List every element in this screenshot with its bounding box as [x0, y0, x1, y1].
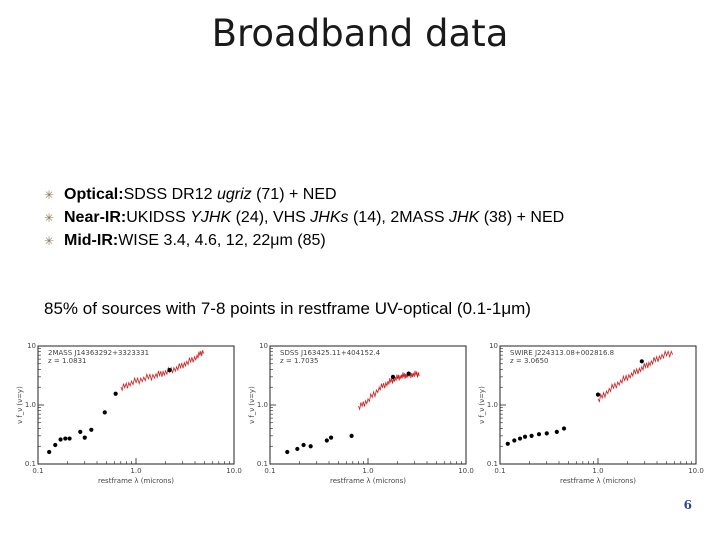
photometry-point	[63, 436, 68, 441]
photometry-point	[67, 436, 72, 441]
photometry-point	[308, 444, 313, 449]
x-tick-label: 10.0	[458, 467, 474, 475]
sed-chart: 0.1 1.0 1.0 10.0 0.1 10 restframe λ (microns) ν…	[248, 342, 474, 485]
y-tick-label: 0.1	[257, 460, 268, 468]
photometry-point	[78, 429, 83, 434]
x-axis-label: restframe λ (microns)	[330, 477, 406, 485]
redshift-label: z = 3.0650	[510, 357, 548, 365]
x-tick-label: 0.1	[32, 467, 43, 475]
redshift-label: z = 1.7035	[280, 357, 318, 365]
photometry-point	[522, 434, 528, 439]
bullet-text: SDSS DR12 ugriz (71) + NED	[124, 186, 337, 204]
photometry-point	[529, 433, 534, 438]
sed-panel-1: 0.1 1.0 1.0 10.0 0.1 10 restframe λ (microns) ν…	[16, 340, 242, 492]
bullet-list: ✳ Optical: SDSS DR12 ugriz (71) + NED ✳ …	[44, 183, 684, 252]
y-tick-label: 10	[27, 342, 36, 350]
photometry-point	[89, 427, 94, 432]
photometry-point	[517, 436, 523, 441]
y-axis-label: ν f_ν (ν=y)	[16, 386, 24, 424]
photometry-point	[53, 442, 58, 448]
slide-title: Broadband data	[211, 12, 509, 55]
bullet-text-part: SDSS DR12	[123, 185, 217, 203]
y-tick-label: 0.1	[487, 460, 498, 468]
bullet-text-part: (14), 2MASS	[348, 208, 450, 226]
source-name-label: 2MASS J14363292+3323331	[48, 349, 149, 357]
bullet-label: Optical:	[64, 185, 124, 203]
bullet-text-part: JHKs	[310, 208, 349, 226]
photometry-point	[324, 438, 329, 443]
sed-panel-2: 0.1 1.0 1.0 10.0 0.1 10 restframe λ (microns) ν…	[248, 340, 474, 492]
bullet-text-part: JHK	[449, 208, 480, 226]
sed-panel-3: 0.1 1.0 1.0 10.0 0.1 10 restframe λ (microns) ν…	[478, 340, 704, 492]
photometry-point	[167, 368, 172, 373]
bullet-label: Mid-IR:	[64, 231, 119, 249]
x-tick-label: 1.0	[592, 467, 603, 475]
photometry-point	[639, 359, 644, 364]
y-tick-label: 0.1	[25, 460, 36, 468]
photometry-point	[561, 426, 567, 431]
sed-chart: 0.1 1.0 1.0 10.0 0.1 10 restframe λ (microns) ν…	[478, 342, 704, 485]
redshift-label: z = 1.0831	[48, 357, 86, 365]
x-tick-label: 0.1	[494, 467, 505, 475]
bullet-text-part: WISE 3.4, 4.6, 12, 22μm (85)	[118, 231, 326, 249]
summary-text: 85% of sources with 7-8 points in restfr…	[44, 299, 531, 318]
y-tick-label: 1.0	[25, 401, 36, 409]
bullet-label: Near-IR:	[64, 208, 127, 226]
photometry-point	[58, 437, 63, 442]
bullet-text: UKIDSS YJHK (24), VHS JHKs (14), 2MASS J…	[126, 209, 564, 227]
photometry-point	[406, 371, 411, 376]
bullet-mid-ir: ✳ Mid-IR: WISE 3.4, 4.6, 12, 22μm (85)	[44, 229, 684, 252]
spectrum-line	[597, 349, 674, 403]
bullet-optical: ✳ Optical: SDSS DR12 ugriz (71) + NED	[44, 183, 684, 206]
bullet-text-part: (38) + NED	[479, 208, 565, 226]
sed-chart: 0.1 1.0 1.0 10.0 0.1 10 restframe λ (microns) ν…	[16, 342, 242, 485]
bullet-text-part: (24), VHS	[231, 208, 311, 226]
photometry-point	[102, 410, 107, 415]
photometry-point	[390, 374, 396, 379]
y-tick-label: 1.0	[487, 401, 498, 409]
x-tick-label: 1.0	[362, 467, 373, 475]
photometry-point	[536, 432, 542, 437]
page-number: 6	[683, 498, 692, 512]
x-tick-label: 0.1	[264, 467, 275, 475]
bullet-star-icon: ✳	[44, 187, 55, 202]
bullet-star-icon: ✳	[44, 210, 55, 225]
source-name-label: SDSS J163425.11+404152.4	[280, 349, 381, 357]
bullet-text-part: YJHK	[190, 208, 232, 226]
y-axis-label: ν f_ν (ν=y)	[478, 386, 486, 424]
photometry-point	[544, 431, 549, 436]
x-tick-label: 10.0	[688, 467, 704, 475]
spectrum-line	[358, 370, 420, 411]
y-tick-label: 10	[489, 342, 498, 350]
photometry-point	[295, 446, 300, 452]
bullet-near-ir: ✳ Near-IR: UKIDSS YJHK (24), VHS JHKs (1…	[44, 206, 684, 229]
y-axis-label: ν f_ν (ν=y)	[248, 386, 256, 424]
bullet-text-part: UKIDSS	[126, 208, 191, 226]
photometry-point	[349, 433, 354, 438]
y-tick-label: 10	[259, 342, 268, 350]
bullet-star-icon: ✳	[44, 233, 55, 248]
photometry-point	[554, 429, 559, 434]
photometry-point	[82, 435, 87, 440]
photometry-point	[505, 441, 510, 446]
x-tick-label: 10.0	[226, 467, 242, 475]
bullet-text-part: (71) + NED	[251, 185, 337, 203]
y-tick-label: 1.0	[257, 401, 268, 409]
x-tick-label: 1.0	[130, 467, 141, 475]
photometry-point	[47, 449, 52, 455]
photometry-point	[113, 391, 118, 396]
photometry-point	[285, 449, 290, 455]
photometry-point	[328, 435, 334, 440]
bullet-text-part: ugriz	[216, 185, 252, 203]
spectrum-line	[120, 350, 204, 392]
x-axis-label: restframe λ (microns)	[560, 477, 636, 485]
photometry-point	[301, 442, 306, 448]
photometry-point	[512, 438, 517, 443]
photometry-point	[595, 392, 601, 397]
bullet-text: WISE 3.4, 4.6, 12, 22μm (85)	[118, 232, 326, 250]
x-axis-label: restframe λ (microns)	[98, 477, 174, 485]
source-name-label: SWIRE J224313.08+002816.8	[510, 349, 614, 357]
